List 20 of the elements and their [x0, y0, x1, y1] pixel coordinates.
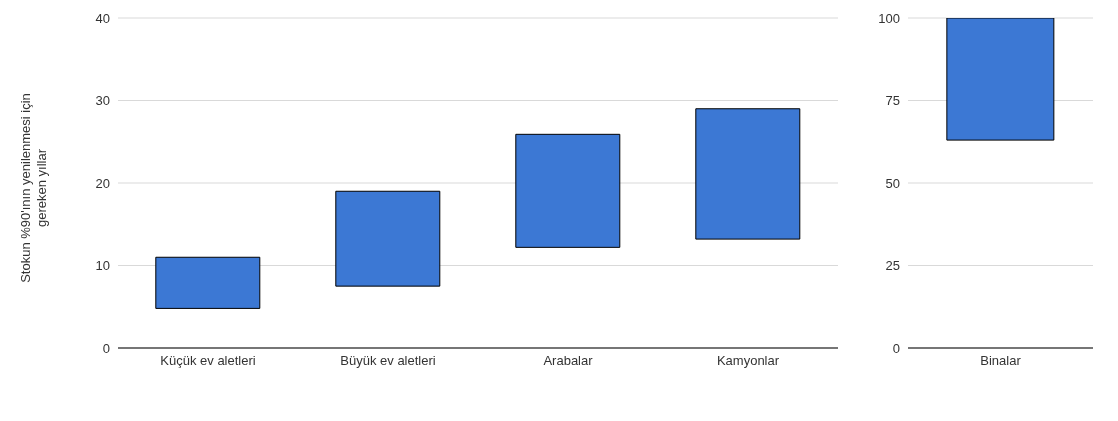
y-tick-label: 50	[885, 175, 900, 191]
y-tick-label: 0	[102, 340, 110, 356]
bar	[695, 108, 801, 240]
y-tick-label: 30	[95, 93, 110, 109]
x-tick-label: Kamyonlar	[716, 353, 780, 369]
x-tick-label: Büyük ev aletleri	[340, 353, 436, 369]
x-tick-label: Binalar	[980, 353, 1022, 369]
bar	[335, 190, 441, 287]
y-tick-label: 25	[885, 258, 900, 274]
y-tick-label: 40	[95, 10, 110, 26]
x-tick-label: Küçük ev aletleri	[160, 353, 256, 369]
x-tick-label: Arabalar	[543, 353, 594, 369]
y-tick-label: 100	[878, 10, 900, 26]
y-tick-label: 0	[892, 340, 900, 356]
y-tick-label: 10	[95, 258, 110, 274]
y-tick-label: 75	[885, 93, 900, 109]
bar	[155, 256, 261, 309]
bar	[515, 133, 621, 248]
y-tick-label: 20	[95, 175, 110, 191]
y-axis-title: Stokun %90'ının yenilenmesi için gereken yıllar	[18, 93, 49, 283]
